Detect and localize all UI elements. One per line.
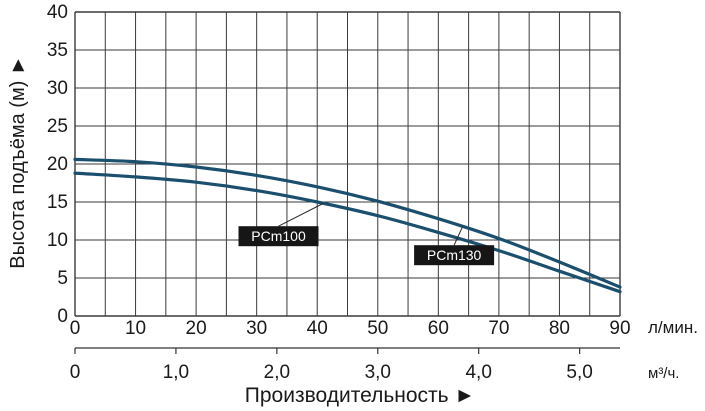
x-tick-label: 10 <box>125 318 146 339</box>
secondary-x-tick-label: 4,0 <box>465 362 491 383</box>
grid <box>74 11 621 317</box>
x-tick-label: 90 <box>609 318 630 339</box>
x-tick-label: 60 <box>428 318 449 339</box>
y-tick-label: 0 <box>57 306 68 327</box>
y-tick-label: 10 <box>47 230 68 251</box>
series-label-pcm100: PCm100 <box>251 228 306 244</box>
y-tick-label: 20 <box>47 154 68 175</box>
series-label-pcm130: PCm130 <box>427 247 482 263</box>
series-line-pcm100 <box>73 171 622 294</box>
y-axis-title: Высота подъёма (м) ► <box>7 55 29 268</box>
secondary-x-tick-label: 2,0 <box>264 362 290 383</box>
secondary-x-tick-label: 0 <box>70 362 81 383</box>
x-axis-ticks: 0 10 20 30 40 50 60 70 80 90 <box>70 318 631 339</box>
x-tick-label: 50 <box>367 318 388 339</box>
series-line-pcm130 <box>73 157 622 289</box>
x-tick-label: 30 <box>246 318 267 339</box>
x-unit-label: л/мин. <box>648 318 698 337</box>
x-tick-label: 20 <box>186 318 207 339</box>
x2-unit-label: м³/ч. <box>648 365 679 382</box>
x-tick-label: 40 <box>307 318 328 339</box>
leader-line-pcm130 <box>453 226 464 246</box>
y-tick-label: 30 <box>47 78 68 99</box>
secondary-x-tick-label: 3,0 <box>365 362 391 383</box>
series-label-box-pcm130 <box>414 245 495 266</box>
y-tick-label: 5 <box>57 268 68 289</box>
y-tick-label: 25 <box>47 116 68 137</box>
y-tick-label: 35 <box>47 40 68 61</box>
series-label-box-pcm100 <box>238 226 319 247</box>
leader-line-pcm100 <box>278 202 324 227</box>
secondary-x-axis-ticks: 0 1,0 2,0 3,0 4,0 5,0 <box>70 348 593 383</box>
series-label-layer: PCm100 PCm130 <box>238 202 495 266</box>
y-tick-label: 15 <box>47 192 68 213</box>
y-tick-label: 40 <box>47 2 68 23</box>
y-axis-ticks: 0 5 10 15 20 25 30 35 40 <box>47 2 68 327</box>
secondary-x-tick-label: 1,0 <box>163 362 189 383</box>
secondary-x-tick-label: 5,0 <box>566 362 592 383</box>
x-tick-label: 80 <box>549 318 570 339</box>
series-layer <box>73 157 622 294</box>
x-tick-label: 70 <box>488 318 509 339</box>
x-axis-title: Производительность ► <box>245 384 475 407</box>
x-tick-label: 0 <box>70 318 81 339</box>
